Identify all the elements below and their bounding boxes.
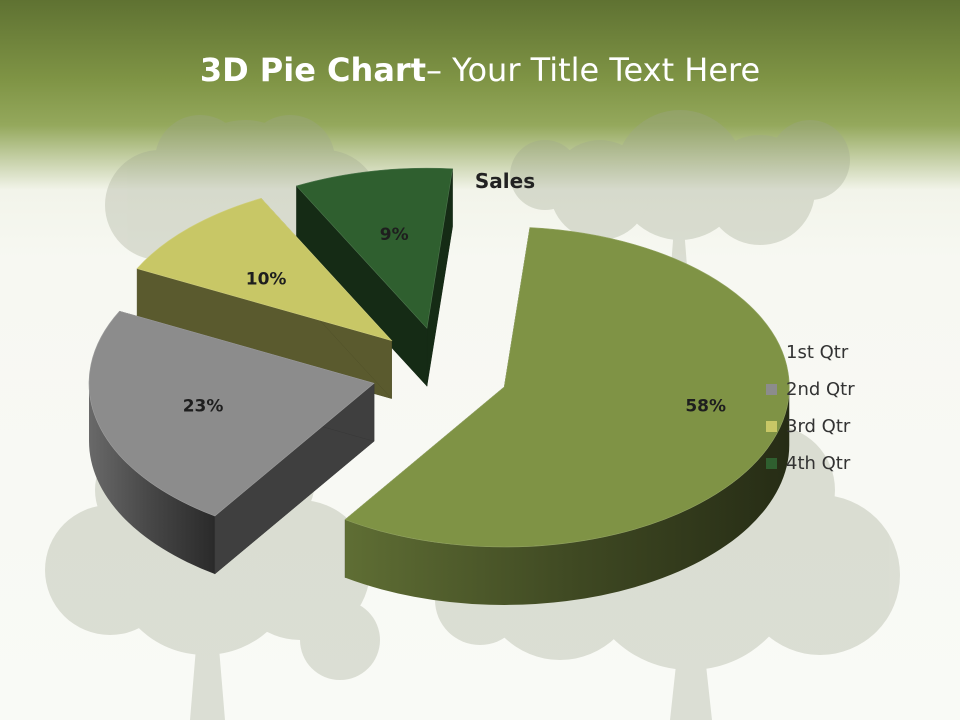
legend-item-2: 2nd Qtr <box>766 371 855 408</box>
legend-swatch-4 <box>766 458 777 469</box>
pie-slice-top-1 <box>344 227 790 548</box>
legend-label-3: 3rd Qtr <box>786 416 851 437</box>
pie-slice-top-2 <box>88 310 375 517</box>
pie-slice-top-4 <box>295 167 453 329</box>
data-label-3: 10% <box>246 270 287 290</box>
data-label-2: 23% <box>183 397 224 417</box>
chart-title: Sales <box>475 169 535 193</box>
legend-swatch-2 <box>766 384 777 395</box>
legend-item-3: 3rd Qtr <box>766 408 855 445</box>
chart-legend: 1st Qtr 2nd Qtr 3rd Qtr 4th Qtr <box>766 334 855 482</box>
data-label-1: 58% <box>685 397 726 417</box>
pie-slice-4 <box>295 167 453 387</box>
slide-title-rest: – Your Title Text Here <box>425 51 761 89</box>
pie-slice-edge-2-1 <box>89 383 215 574</box>
legend-label-2: 2nd Qtr <box>786 379 855 400</box>
legend-label-4: 4th Qtr <box>786 453 851 474</box>
slide-title: 3D Pie Chart– Your Title Text Here <box>0 50 960 90</box>
pie-slice-edge-1-1 <box>345 386 790 605</box>
pie-slice-2 <box>88 310 375 575</box>
pie-slice-3 <box>136 197 393 400</box>
legend-swatch-1 <box>766 347 777 358</box>
slide-title-bold: 3D Pie Chart <box>199 51 426 89</box>
legend-item-1: 1st Qtr <box>766 334 855 371</box>
legend-swatch-3 <box>766 421 777 432</box>
legend-label-1: 1st Qtr <box>786 342 849 363</box>
pie-slice-top-3 <box>136 197 393 342</box>
pie-slice-1 <box>344 227 790 605</box>
data-label-4: 9% <box>380 225 409 245</box>
legend-item-4: 4th Qtr <box>766 445 855 482</box>
